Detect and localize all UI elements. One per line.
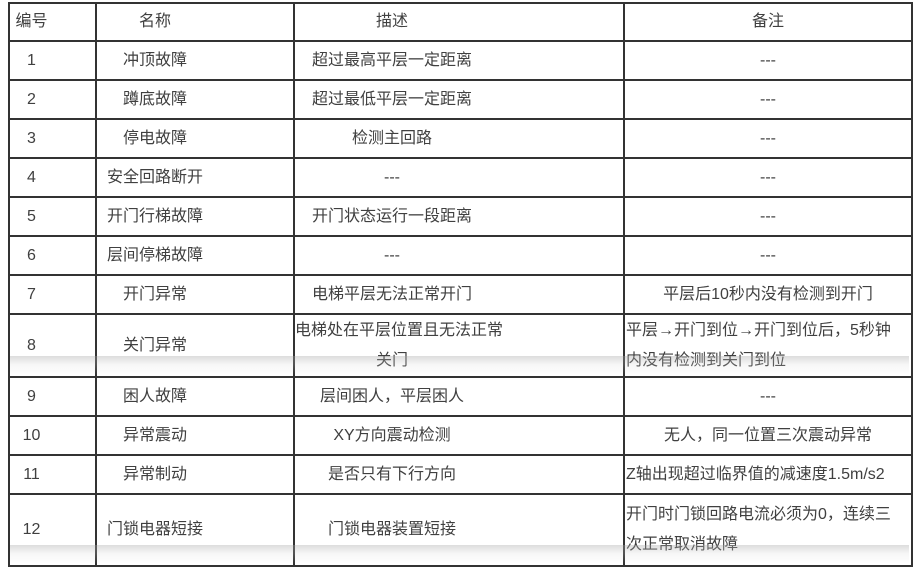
cell-name: 层间停梯故障 bbox=[95, 235, 295, 276]
cell-note: --- bbox=[623, 235, 913, 276]
table-row: 3 停电故障 检测主回路 --- bbox=[8, 118, 913, 159]
cell-id: 8 bbox=[8, 313, 97, 378]
header-name: 名称 bbox=[95, 2, 295, 42]
cell-name: 开门行梯故障 bbox=[95, 196, 295, 237]
fault-table: 编号 名称 描述 备注 1 冲顶故障 超过最高平层一定距离 --- 2 蹲底故障 超过最低平… bbox=[8, 2, 913, 567]
cell-id: 6 bbox=[8, 235, 97, 276]
cell-note: 平层后10秒内没有检测到开门 bbox=[623, 274, 913, 315]
cell-desc: --- bbox=[293, 235, 625, 276]
table-row: 8 关门异常 电梯处在平层位置且无法正常 关门 平层→开门到位→开门到位后，5秒钟 内… bbox=[8, 313, 913, 378]
cell-name: 安全回路断开 bbox=[95, 157, 295, 198]
cell-id: 7 bbox=[8, 274, 97, 315]
cell-desc: XY方向震动检测 bbox=[293, 415, 625, 456]
cell-note: --- bbox=[623, 79, 913, 120]
cell-id: 3 bbox=[8, 118, 97, 159]
cell-note: --- bbox=[623, 196, 913, 237]
table-row: 10 异常震动 XY方向震动检测 无人，同一位置三次震动异常 bbox=[8, 415, 913, 456]
cell-note: 平层→开门到位→开门到位后，5秒钟 内没有检测到关门到位 bbox=[623, 313, 913, 378]
cell-note: 开门时门锁回路电流必须为0，连续三 次正常取消故障 bbox=[623, 493, 913, 567]
table-row: 6 层间停梯故障 --- --- bbox=[8, 235, 913, 276]
cell-note: --- bbox=[623, 118, 913, 159]
cell-id: 2 bbox=[8, 79, 97, 120]
cell-desc: 开门状态运行一段距离 bbox=[293, 196, 625, 237]
cell-name: 开门异常 bbox=[95, 274, 295, 315]
cell-name: 停电故障 bbox=[95, 118, 295, 159]
table-row: 5 开门行梯故障 开门状态运行一段距离 --- bbox=[8, 196, 913, 237]
cell-id: 1 bbox=[8, 40, 97, 81]
cell-note: --- bbox=[623, 376, 913, 417]
cell-name: 门锁电器短接 bbox=[95, 493, 295, 567]
header-desc: 描述 bbox=[293, 2, 625, 42]
cell-name: 关门异常 bbox=[95, 313, 295, 378]
cell-name: 异常震动 bbox=[95, 415, 295, 456]
cell-id: 4 bbox=[8, 157, 97, 198]
cell-name: 蹲底故障 bbox=[95, 79, 295, 120]
cell-desc: --- bbox=[293, 157, 625, 198]
cell-desc: 检测主回路 bbox=[293, 118, 625, 159]
cell-desc: 是否只有下行方向 bbox=[293, 454, 625, 495]
cell-desc: 电梯平层无法正常开门 bbox=[293, 274, 625, 315]
cell-desc: 超过最高平层一定距离 bbox=[293, 40, 625, 81]
table-row: 11 异常制动 是否只有下行方向 Z轴出现超过临界值的减速度1.5m/s2 bbox=[8, 454, 913, 495]
fault-table-container: 编号 名称 描述 备注 1 冲顶故障 超过最高平层一定距离 --- 2 蹲底故障 超过最低平… bbox=[8, 2, 913, 567]
table-body: 1 冲顶故障 超过最高平层一定距离 --- 2 蹲底故障 超过最低平层一定距离 --- 3 停电故… bbox=[8, 40, 913, 567]
cell-id: 12 bbox=[8, 493, 97, 567]
cell-note: Z轴出现超过临界值的减速度1.5m/s2 bbox=[623, 454, 913, 495]
table-row: 7 开门异常 电梯平层无法正常开门 平层后10秒内没有检测到开门 bbox=[8, 274, 913, 315]
cell-desc: 超过最低平层一定距离 bbox=[293, 79, 625, 120]
table-row: 4 安全回路断开 --- --- bbox=[8, 157, 913, 198]
cell-id: 9 bbox=[8, 376, 97, 417]
table-row: 12 门锁电器短接 门锁电器装置短接 开门时门锁回路电流必须为0，连续三 次正常取消故… bbox=[8, 493, 913, 567]
cell-name: 冲顶故障 bbox=[95, 40, 295, 81]
cell-id: 10 bbox=[8, 415, 97, 456]
table-row: 2 蹲底故障 超过最低平层一定距离 --- bbox=[8, 79, 913, 120]
cell-name: 困人故障 bbox=[95, 376, 295, 417]
cell-id: 5 bbox=[8, 196, 97, 237]
table-header: 编号 名称 描述 备注 bbox=[8, 2, 913, 42]
header-note: 备注 bbox=[623, 2, 913, 42]
cell-desc: 门锁电器装置短接 bbox=[293, 493, 625, 567]
table-row: 9 困人故障 层间困人，平层困人 --- bbox=[8, 376, 913, 417]
header-row: 编号 名称 描述 备注 bbox=[8, 2, 913, 42]
table-row: 1 冲顶故障 超过最高平层一定距离 --- bbox=[8, 40, 913, 81]
cell-desc: 层间困人，平层困人 bbox=[293, 376, 625, 417]
cell-note: --- bbox=[623, 157, 913, 198]
cell-name: 异常制动 bbox=[95, 454, 295, 495]
cell-id: 11 bbox=[8, 454, 97, 495]
cell-note: --- bbox=[623, 40, 913, 81]
cell-note: 无人，同一位置三次震动异常 bbox=[623, 415, 913, 456]
header-id: 编号 bbox=[8, 2, 97, 42]
cell-desc: 电梯处在平层位置且无法正常 关门 bbox=[293, 313, 625, 378]
